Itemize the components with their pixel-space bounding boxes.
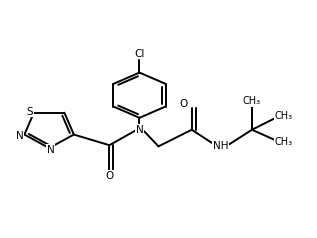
Text: CH₃: CH₃ xyxy=(275,111,293,121)
Text: Cl: Cl xyxy=(134,49,145,59)
Text: S: S xyxy=(27,107,33,117)
Text: N: N xyxy=(136,125,143,135)
Text: O: O xyxy=(180,99,188,109)
Text: O: O xyxy=(105,171,113,181)
Text: N: N xyxy=(16,131,23,141)
Text: N: N xyxy=(47,145,55,155)
Text: CH₃: CH₃ xyxy=(275,137,293,147)
Text: CH₃: CH₃ xyxy=(243,96,261,106)
Text: NH: NH xyxy=(213,141,228,151)
